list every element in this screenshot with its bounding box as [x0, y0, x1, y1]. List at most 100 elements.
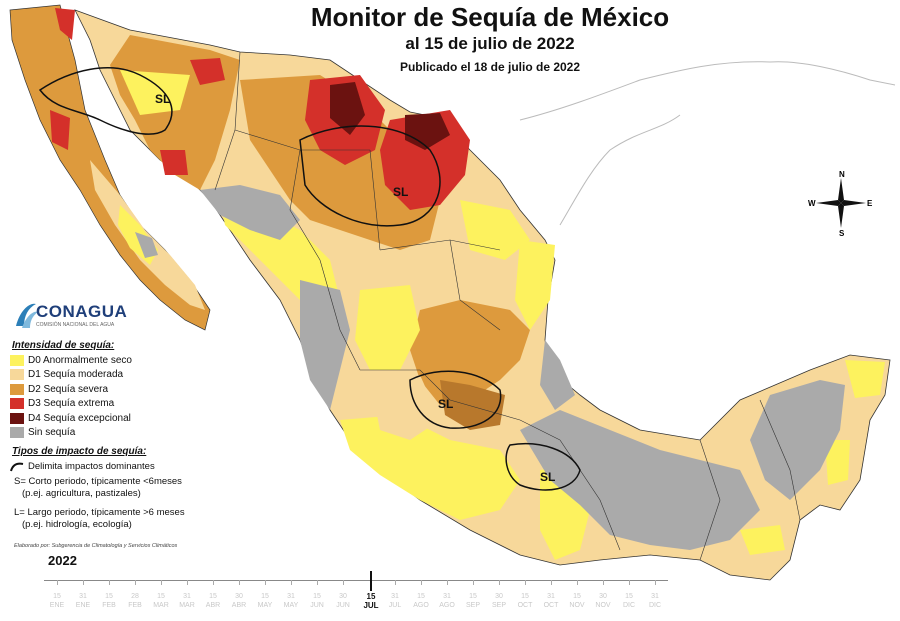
sin-sequia-sierra [200, 185, 300, 240]
timeline-tick-day: 30 [339, 593, 347, 600]
timeline-tick-month: JUN [336, 602, 350, 609]
timeline-tick-day: 15 [105, 593, 113, 600]
d0-qroo [825, 440, 850, 485]
impact-line-icon [10, 462, 24, 471]
compass-south: S [839, 229, 845, 236]
legend-label: D4 Sequía excepcional [28, 412, 131, 424]
legend-swatch [10, 369, 24, 381]
d3-sonora-south [160, 150, 188, 175]
timeline-current-marker [370, 571, 372, 591]
legend-label: D0 Anormalmente seco [28, 354, 132, 366]
timeline-tick-day: 31 [183, 593, 191, 600]
legend-item: D3 Sequía extrema [10, 397, 240, 412]
timeline-tick-day: 30 [235, 593, 243, 600]
timeline-tick-month: FEB [128, 602, 142, 609]
timeline-tick [343, 580, 344, 585]
d4-chihuahua [330, 82, 365, 135]
timeline-tick-day: 31 [79, 593, 87, 600]
timeline-tick [473, 580, 474, 585]
timeline-tick [655, 580, 656, 585]
d2-chihuahua [240, 75, 440, 250]
timeline-tick [499, 580, 500, 585]
d0-south [340, 415, 520, 520]
us-gulf-coastline [519, 61, 896, 121]
timeline-tick-day: 31 [287, 593, 295, 600]
legend-swatch [10, 383, 24, 395]
timeline-tick [265, 580, 266, 585]
timeline-tick-month: MAY [283, 602, 299, 609]
timeline-tick [187, 580, 188, 585]
credit-line: Elaborado por: Subgerencia de Climatolog… [14, 543, 178, 549]
d1-center [370, 375, 440, 440]
impact-long-1: L= Largo periodo, típicamente >6 meses [14, 507, 185, 518]
timeline-tick [525, 580, 526, 585]
timeline-tick-day: 15 [625, 593, 633, 600]
impact-label-sonora: SL [155, 92, 171, 106]
legend-swatch [10, 354, 24, 366]
legend-title: Intensidad de sequía: [12, 340, 115, 351]
legend-item: D1 Sequía moderada [10, 368, 240, 383]
timeline-tick-month: OCT [517, 602, 533, 609]
baja-d3 [50, 110, 70, 150]
timeline-tick-day: 31 [651, 593, 659, 600]
legend-swatch [10, 398, 24, 410]
d0-nuevoleon [460, 200, 530, 260]
timeline-tick [161, 580, 162, 585]
timeline-tick [551, 580, 552, 585]
sin-sequia-west [300, 280, 350, 410]
timeline-tick [603, 580, 604, 585]
timeline-tick-day: 30 [495, 593, 503, 600]
timeline-tick-month: MAR [179, 602, 195, 609]
timeline-tick [395, 580, 396, 585]
timeline-tick-day: 15 [417, 593, 425, 600]
timeline-tick-month: NOV [569, 602, 585, 609]
timeline-tick-month: AGO [439, 602, 455, 609]
timeline-tick-month: MAY [257, 602, 273, 609]
timeline-tick [629, 580, 630, 585]
sin-sequia-veracruz [540, 340, 575, 410]
impact-label-center: SL [438, 397, 454, 411]
logo-tagline: COMISIÓN NACIONAL DEL AGUA [36, 322, 115, 328]
timeline-tick-day: 15 [469, 593, 477, 600]
timeline-tick-month: DIC [622, 602, 636, 609]
timeline-tick-month: ABR [205, 602, 221, 609]
timeline-tick-day: 28 [131, 593, 139, 600]
impact-long-2: (p.ej. hidrología, ecología) [22, 518, 132, 530]
impact-types: Tipos de impacto de sequía: Delimita imp… [10, 446, 250, 530]
timeline-tick-month: NOV [595, 602, 611, 609]
compass-north: N [839, 170, 845, 179]
timeline-tick-month: JUL [388, 602, 402, 609]
timeline-tick-day: 15 [209, 593, 217, 600]
impact-delimiter-label: Delimita impactos dominantes [28, 461, 155, 472]
timeline-tick [109, 580, 110, 585]
publication-date: Publicado el 18 de julio de 2022 [399, 60, 581, 74]
d0-tamaulipas [515, 240, 555, 330]
timeline-tick [83, 580, 84, 585]
timeline-tick-month: DIC [648, 602, 662, 609]
d3-sonora-east [190, 58, 225, 85]
sin-sequia-south [520, 410, 760, 550]
timeline-tick [213, 580, 214, 585]
impact-label-coahuila: SL [393, 185, 409, 199]
legend-label: D2 Sequía severa [28, 383, 109, 395]
timeline-tick-day: 31 [547, 593, 555, 600]
d0-center [355, 285, 420, 370]
legend-swatch [10, 427, 24, 439]
timeline-current-month: JUL [363, 601, 379, 610]
timeline-tick [291, 580, 292, 585]
d0-chiapas [740, 525, 785, 555]
timeline-tick [577, 580, 578, 585]
timeline-tick-day: 15 [313, 593, 321, 600]
legend-item: D0 Anormalmente seco [10, 353, 240, 368]
d0-yucatan [845, 360, 885, 398]
logo-name: CONAGUA [36, 302, 128, 321]
d0-sonora [120, 70, 190, 115]
map-date: al 15 de julio de 2022 [405, 34, 575, 53]
timeline-tick-day: 15 [53, 593, 61, 600]
timeline-tick [239, 580, 240, 585]
timeline-tick-day: 15 [157, 593, 165, 600]
baja-sin [135, 232, 158, 258]
timeline-tick-month: MAR [153, 602, 169, 609]
timeline-tick-month: OCT [543, 602, 559, 609]
timeline-tick-month: AGO [413, 602, 429, 609]
